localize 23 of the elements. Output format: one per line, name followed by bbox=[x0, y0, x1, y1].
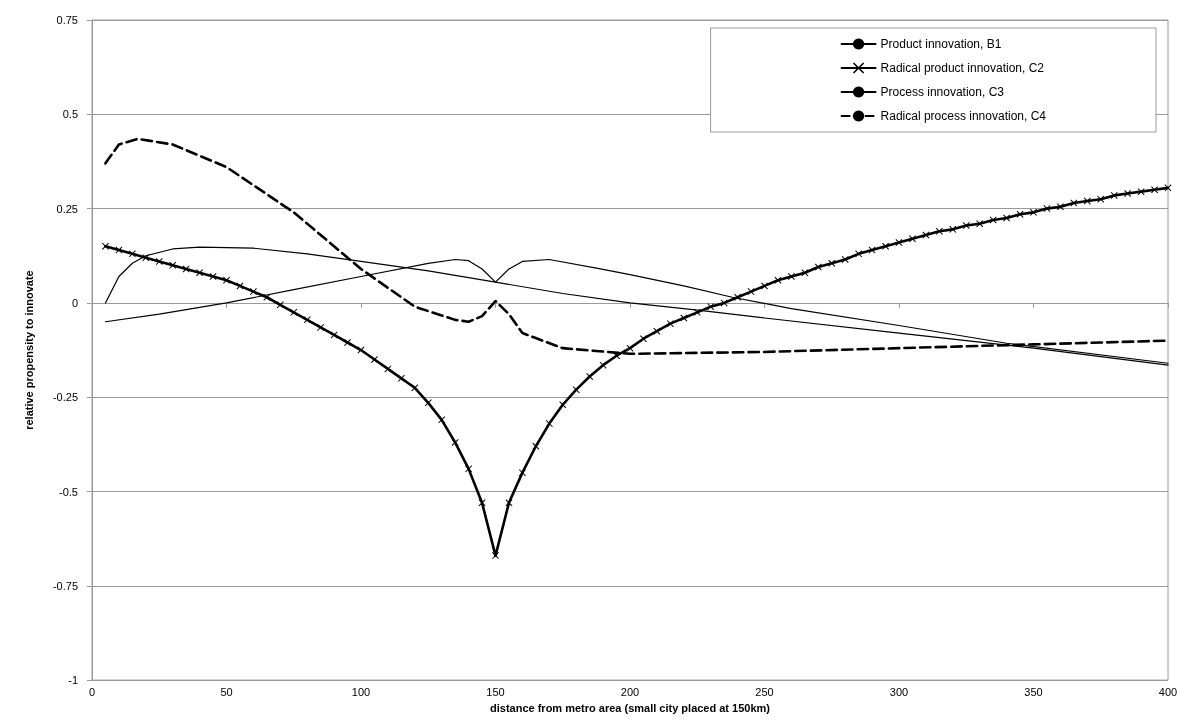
y-tick-label: 0.75 bbox=[56, 14, 78, 26]
legend-label: Product innovation, B1 bbox=[880, 37, 1002, 51]
legend-label: Radical process innovation, C4 bbox=[880, 109, 1047, 123]
y-axis-title: relative propensity to innovate bbox=[22, 270, 35, 430]
legend-label: Process innovation, C3 bbox=[880, 85, 1005, 99]
legend-label: Radical product innovation, C2 bbox=[880, 61, 1045, 75]
x-tick-label: 50 bbox=[220, 685, 233, 698]
x-tick-label: 250 bbox=[755, 685, 774, 698]
x-tick-label: 350 bbox=[1024, 685, 1043, 698]
x-tick-label: 400 bbox=[1158, 685, 1178, 698]
x-tick-label: 150 bbox=[486, 685, 505, 698]
x-tick-label: 100 bbox=[351, 685, 371, 698]
y-tick-label: 0.25 bbox=[56, 202, 78, 215]
y-tick-label: 0 bbox=[71, 296, 78, 309]
x-tick-label: 200 bbox=[620, 685, 640, 698]
y-tick-label: -0.5 bbox=[59, 485, 78, 498]
y-tick-label: -1 bbox=[68, 674, 78, 687]
y-tick-label: 0.5 bbox=[62, 108, 78, 121]
x-tick-label: 300 bbox=[889, 685, 909, 698]
y-tick-label: -0.75 bbox=[52, 579, 78, 592]
y-tick-label: -0.25 bbox=[52, 391, 78, 404]
x-tick-label: 0 bbox=[88, 685, 96, 698]
x-axis-title: distance from metro area (small city placed at 150km) bbox=[489, 701, 771, 714]
